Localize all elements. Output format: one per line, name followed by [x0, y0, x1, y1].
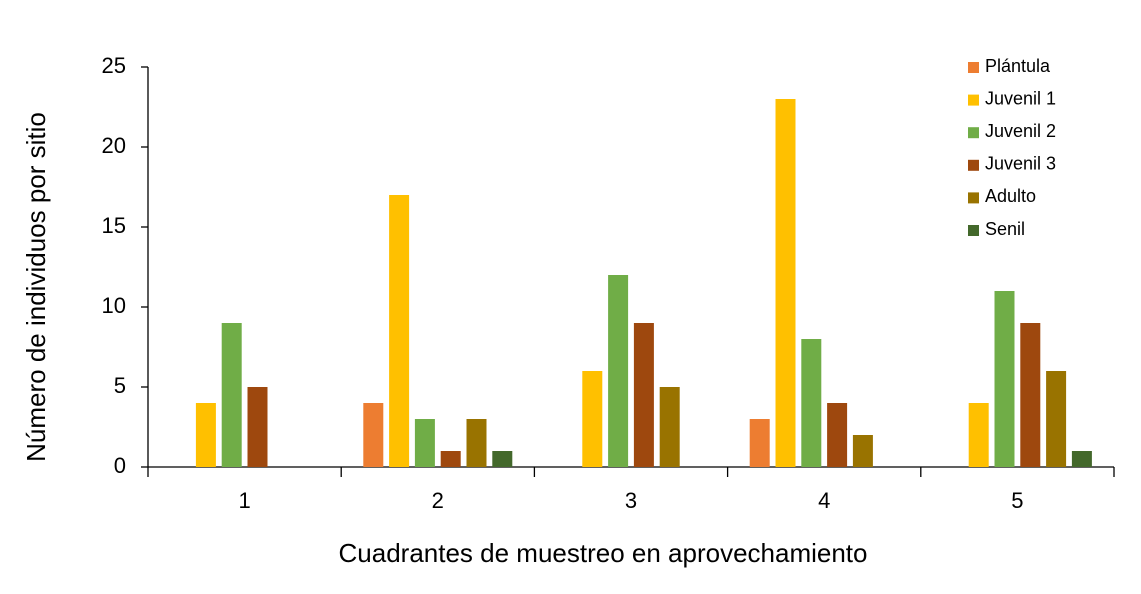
bar [775, 99, 796, 467]
bar [994, 291, 1015, 467]
x-tick-label: 4 [818, 488, 830, 513]
y-tick-label: 10 [102, 293, 126, 318]
y-tick-label: 15 [102, 213, 126, 238]
bar [1020, 323, 1041, 467]
y-tick-label: 20 [102, 133, 126, 158]
bar [582, 371, 603, 467]
legend-label: Adulto [985, 186, 1036, 206]
bar [466, 419, 487, 467]
bar [1046, 371, 1067, 467]
bar [363, 403, 384, 467]
bar [440, 451, 461, 467]
bar [389, 195, 410, 467]
bar [195, 403, 216, 467]
x-tick-label: 5 [1011, 488, 1023, 513]
y-axis-title: Número de individuos por sitio [21, 112, 51, 462]
bar [247, 387, 268, 467]
legend-label: Plántula [985, 56, 1051, 76]
legend-label: Senil [985, 219, 1025, 239]
bar [968, 403, 989, 467]
bar [608, 275, 629, 467]
bar [492, 451, 513, 467]
bar [414, 419, 435, 467]
legend-label: Juvenil 2 [985, 121, 1056, 141]
bar [659, 387, 680, 467]
legend-swatch [968, 127, 979, 139]
x-tick-label: 3 [625, 488, 637, 513]
bar [221, 323, 242, 467]
legend-swatch [968, 159, 979, 171]
legend-swatch [968, 94, 979, 106]
x-tick-label: 2 [432, 488, 444, 513]
bar [801, 339, 822, 467]
bar [852, 435, 873, 467]
legend-swatch [968, 62, 979, 73]
bar [749, 419, 770, 467]
bar [633, 323, 654, 467]
y-tick-label: 5 [114, 373, 126, 398]
y-tick-label: 0 [114, 453, 126, 478]
x-tick-label: 1 [238, 488, 250, 513]
legend-label: Juvenil 3 [985, 154, 1056, 174]
legend-swatch [968, 225, 979, 236]
bar [827, 403, 848, 467]
y-tick-label: 25 [102, 53, 126, 78]
x-axis-title: Cuadrantes de muestreo en aprovechamient… [339, 538, 868, 568]
legend-label: Juvenil 1 [985, 88, 1056, 108]
legend-swatch [968, 192, 979, 204]
bar [1071, 451, 1092, 467]
